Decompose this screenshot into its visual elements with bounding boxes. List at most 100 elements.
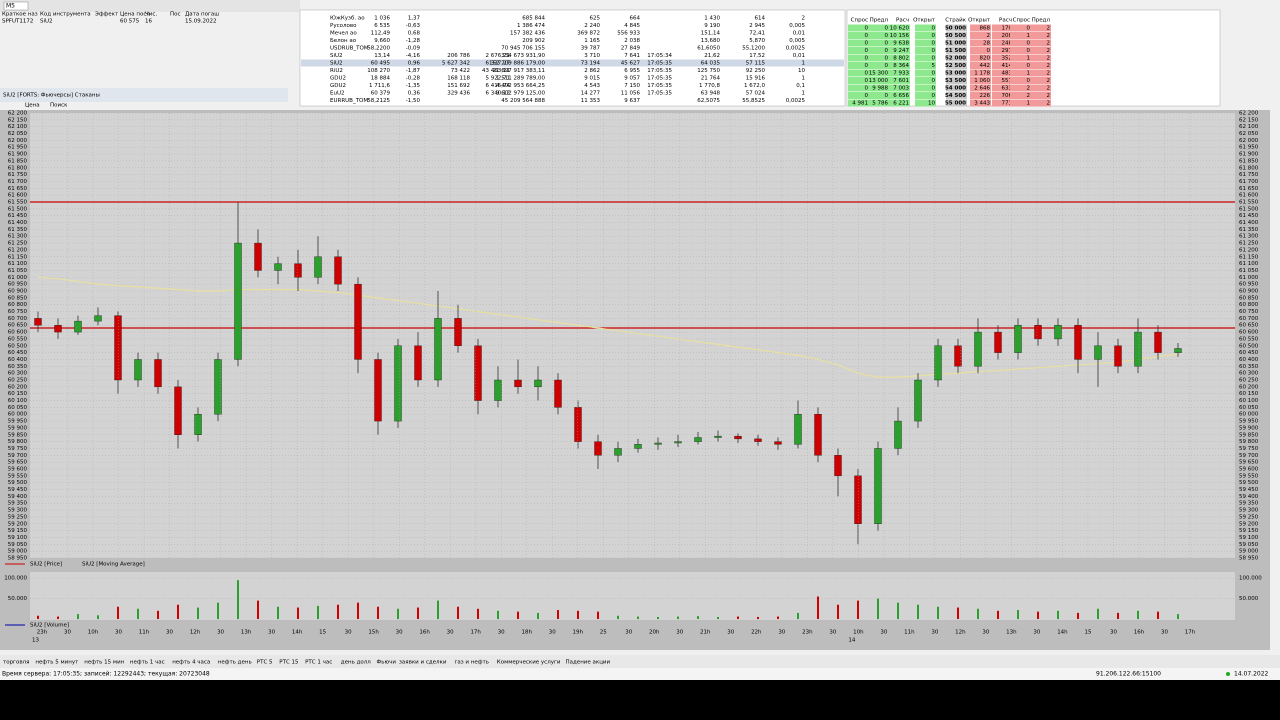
- cell-bg: [889, 77, 910, 84]
- cell: SiU2: [40, 19, 53, 25]
- tab[interactable]: Падение акции: [566, 660, 611, 666]
- x-tick-label: 11h: [139, 630, 150, 636]
- cell: 51 000: [945, 41, 966, 47]
- tab[interactable]: Цена: [25, 103, 40, 109]
- tab[interactable]: Фьючи: [377, 660, 397, 666]
- x-tick-label: 30: [931, 630, 938, 636]
- cell: 2 945: [749, 23, 765, 29]
- cell: 10: [928, 101, 935, 107]
- cell: 1 178: [974, 71, 990, 77]
- cell: 0: [865, 56, 869, 62]
- tab[interactable]: нефть 15 мин: [84, 660, 124, 666]
- cell-bg: [970, 24, 991, 32]
- cell: 3 443: [974, 101, 990, 107]
- volume-bar: [177, 604, 179, 619]
- cell-bg: [970, 99, 991, 107]
- y-tick-label-right: 59 350: [1239, 501, 1259, 507]
- cell: 57 115: [746, 61, 766, 67]
- y-tick-label: 60 600: [8, 330, 28, 336]
- status-date: 14.07.2022: [1234, 671, 1269, 678]
- cell: 6 656: [893, 93, 909, 99]
- volume-bar: [997, 610, 999, 619]
- tab[interactable]: РТС 1 час: [305, 660, 332, 666]
- volume-bar: [1037, 611, 1039, 619]
- cell-bg: [868, 62, 889, 69]
- cell: 54 000: [945, 86, 966, 92]
- cell: 2 676,21: [486, 53, 511, 59]
- cell: -0,63: [406, 23, 421, 29]
- cell-bg: [992, 92, 1013, 99]
- y-tick-label-right: 60 100: [1239, 398, 1259, 404]
- volume-bar: [957, 607, 959, 619]
- cell-bg: [848, 92, 869, 99]
- cell: 0: [1027, 78, 1031, 84]
- tab[interactable]: Коммерческие услуги: [497, 660, 561, 666]
- y-tick-label-right: 60 350: [1239, 364, 1259, 370]
- cell: 0,1: [796, 83, 805, 89]
- y-tick-label-right: 59 400: [1239, 494, 1259, 500]
- cell-bg: [1030, 24, 1051, 32]
- selected-row: [301, 59, 844, 67]
- y-tick-label: 60 800: [8, 302, 28, 308]
- x-tick-label: 17h: [1185, 630, 1196, 636]
- tab[interactable]: день долл: [341, 660, 371, 666]
- y-tick-label-right: 60 650: [1239, 323, 1259, 329]
- y-tick-label: 62 150: [8, 117, 28, 123]
- legend-entry: SiU2 [Price]: [30, 562, 62, 568]
- cell: 28: [983, 41, 990, 47]
- y-tick-label-right: 60 200: [1239, 384, 1259, 390]
- cell-bg: [915, 99, 936, 107]
- volume-bar: [837, 604, 839, 619]
- candle-body: [1054, 325, 1062, 340]
- tab[interactable]: РТС 15: [279, 660, 299, 666]
- cell: 1 036: [374, 16, 390, 22]
- cell: 9 637: [624, 98, 640, 104]
- toolbar: [0, 0, 300, 12]
- tab[interactable]: Поиск: [50, 103, 68, 109]
- tab[interactable]: нефть день: [218, 660, 252, 666]
- cell-bg: [992, 47, 1013, 54]
- candle-body: [594, 441, 602, 456]
- volume-bar: [597, 611, 599, 619]
- y-tick-label-right: 61 250: [1239, 241, 1259, 247]
- tab[interactable]: нефть 4 часа: [172, 660, 210, 666]
- cell: 2: [1047, 26, 1051, 32]
- cell: 248: [1002, 41, 1013, 47]
- cell: 0: [885, 56, 889, 62]
- cell: 6 221: [893, 101, 909, 107]
- cell: 0: [1027, 41, 1031, 47]
- volume-bar: [697, 616, 699, 619]
- cell-bg: [915, 69, 936, 77]
- y-tick-label-right: 60 000: [1239, 412, 1259, 418]
- tab[interactable]: РТС 5: [257, 660, 273, 666]
- interval-select[interactable]: [3, 1, 29, 11]
- cell: 63 948: [701, 91, 721, 97]
- cell-bg: [946, 62, 967, 69]
- tab[interactable]: заявки и сделки: [399, 660, 447, 666]
- cell: 0: [885, 41, 889, 47]
- cell: 1 386 474: [517, 23, 545, 29]
- tab[interactable]: газ и нефть: [455, 660, 489, 666]
- cell-bg: [992, 32, 1013, 39]
- cell: 0: [932, 26, 936, 32]
- volume-bar: [617, 615, 619, 619]
- volume-bar: [477, 608, 479, 619]
- candle-body: [654, 442, 662, 445]
- y-tick-label-right: 61 300: [1239, 234, 1259, 240]
- cell-bg: [915, 47, 936, 54]
- volume-bar: [577, 610, 579, 619]
- cell: 0: [865, 63, 869, 69]
- cell: 1 770,8: [699, 83, 720, 89]
- cell-bg: [1030, 32, 1051, 39]
- y-tick-label-right: 59 950: [1239, 419, 1259, 425]
- cell: 483: [1002, 71, 1013, 77]
- cell: 10 620: [890, 26, 910, 32]
- cell: 52 000: [945, 56, 966, 62]
- candle-body: [914, 379, 922, 422]
- tab[interactable]: торговля: [3, 660, 29, 666]
- tab[interactable]: нефть 1 час: [130, 660, 165, 666]
- cell-bg: [868, 69, 889, 77]
- x-tick-label: 30: [1033, 630, 1040, 636]
- cell: 13 000: [869, 78, 889, 84]
- tab[interactable]: нефть 5 минут: [35, 660, 79, 666]
